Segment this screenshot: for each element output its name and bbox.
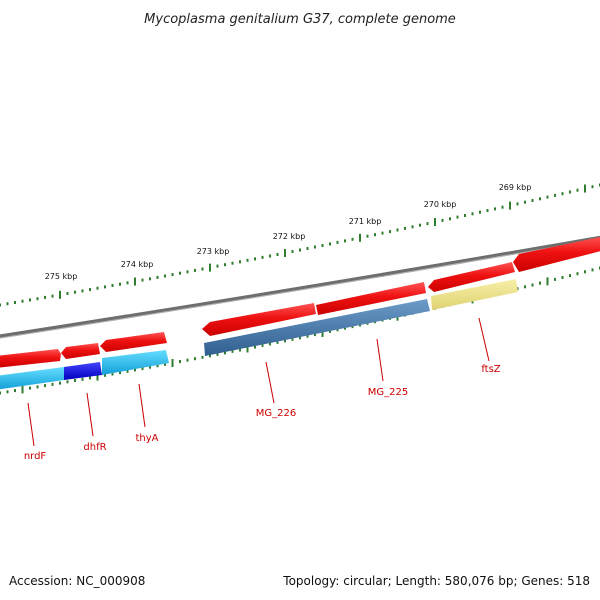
- kbp-label-274: 274 kbp: [121, 260, 154, 269]
- gene-label-thyA[interactable]: thyA: [135, 433, 158, 444]
- gene-label-dhfR[interactable]: dhfR: [83, 442, 106, 453]
- kbp-label-273: 273 kbp: [197, 247, 230, 256]
- ftsZ-feature[interactable]: [431, 279, 518, 310]
- kbp-label-272: 272 kbp: [273, 232, 306, 241]
- gene-label-MG_226[interactable]: MG_226: [256, 408, 296, 419]
- kbp-label-269: 269 kbp: [499, 183, 532, 192]
- secondary-feature-track: [0, 279, 518, 390]
- kbp-label-275: 275 kbp: [45, 272, 78, 281]
- MG_226-MG_225-feature[interactable]: [204, 299, 430, 356]
- accession-text: Accession: NC_000908: [9, 574, 146, 588]
- leader-line-nrdF: [27, 402, 35, 447]
- leader-line-MG_225: [376, 338, 384, 382]
- gene-label-MG_225[interactable]: MG_225: [368, 387, 408, 398]
- forward-feature-track: [0, 236, 600, 368]
- genome-backbone: [0, 235, 600, 339]
- forward-feature[interactable]: [316, 282, 426, 315]
- gene-leader-lines: [27, 317, 490, 447]
- kbp-label-271: 271 kbp: [349, 217, 382, 226]
- kbp-label-270: 270 kbp: [424, 200, 457, 209]
- gene-label-ftsZ[interactable]: ftsZ: [481, 364, 500, 375]
- map-title: Mycoplasma genitalium G37, complete geno…: [144, 12, 456, 27]
- cyan-feature[interactable]: [0, 367, 64, 390]
- forward-feature[interactable]: [0, 349, 61, 368]
- forward-feature[interactable]: [100, 332, 167, 352]
- forward-feature[interactable]: [202, 303, 316, 336]
- leader-line-thyA: [138, 383, 146, 428]
- dhfR-feature[interactable]: [64, 362, 102, 380]
- thyA-feature[interactable]: [102, 350, 169, 375]
- leader-line-dhfR: [86, 392, 94, 437]
- outer-scale-ticks: [0, 183, 600, 307]
- forward-feature[interactable]: [513, 236, 600, 272]
- leader-line-ftsZ: [478, 317, 490, 362]
- forward-feature[interactable]: [61, 343, 100, 359]
- genome-backbone-highlight: [0, 238, 600, 339]
- genome-summary-text: Topology: circular; Length: 580,076 bp; …: [283, 574, 590, 588]
- leader-line-MG_226: [265, 361, 275, 404]
- gene-label-nrdF[interactable]: nrdF: [24, 451, 47, 462]
- forward-feature[interactable]: [428, 262, 515, 292]
